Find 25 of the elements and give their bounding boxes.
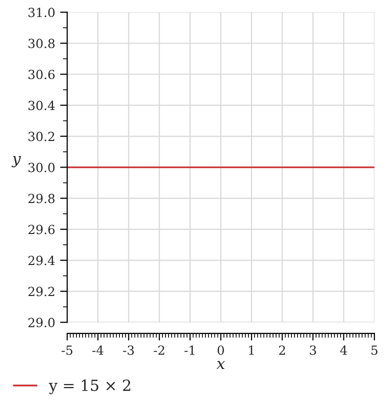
x-tick-label: -3 [123,345,134,355]
x-tick-label: -2 [154,345,164,355]
y-tick-label: 30.0 [28,162,55,172]
y-tick-label: 29.0 [28,318,55,328]
x-tick-label: 4 [340,345,348,355]
y-tick-label: 29.4 [28,256,55,266]
y-tick-label: 29.2 [28,286,54,296]
x-tick-label: 5 [371,346,378,355]
x-axis-title: x [216,361,225,369]
y-tick-label: 29.8 [28,194,55,204]
y-tick-label: 29.6 [28,224,55,234]
y-axis-title: y [12,156,21,168]
x-tick-label: 0 [218,345,224,355]
x-tick-label: 1 [249,345,254,355]
y-tick-label: 30.6 [28,70,55,80]
y-tick-label: 30.2 [28,132,54,142]
y-tick-label: 30.4 [28,100,55,110]
x-tick-label: -1 [184,345,194,355]
x-tick-label: -5 [62,346,72,355]
x-tick-label: 3 [310,345,316,355]
x-tick-label: 2 [279,345,285,355]
x-tick-label: -4 [92,345,104,355]
y-tick-label: 30.8 [28,38,55,48]
y-tick-label: 31.0 [28,8,55,18]
legend-label: y = 15 × 2 [48,380,130,394]
